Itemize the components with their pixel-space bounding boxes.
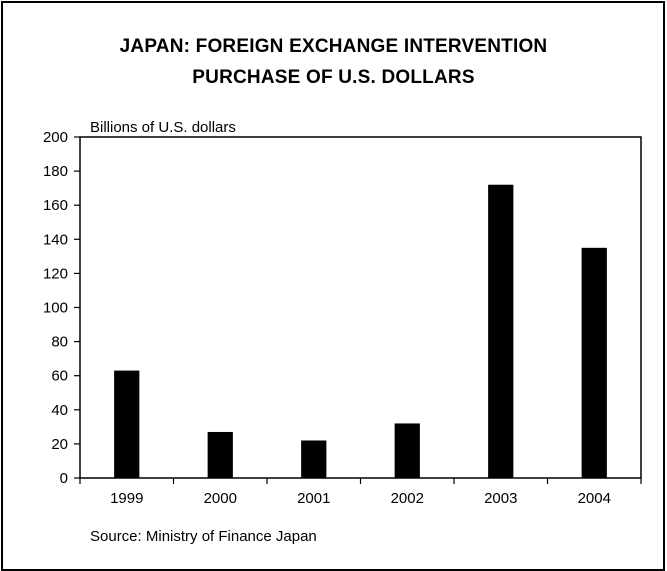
bar-2002: [394, 423, 420, 478]
y-tick-label: 180: [43, 163, 68, 180]
bar-chart: Billions of U.S. dollars 0 20 40 60 80 100 120…: [43, 119, 642, 507]
y-tick-label: 40: [51, 402, 68, 419]
chart-subtitle: PURCHASE OF U.S. DOLLARS: [192, 67, 475, 88]
bar-1999: [114, 370, 140, 478]
y-tick-label: 80: [51, 334, 68, 351]
y-tick-label: 200: [43, 129, 68, 146]
y-axis: 0 20 40 60 80 100 120 140 160 180 200: [43, 129, 80, 487]
x-tick-label: 2003: [484, 490, 517, 507]
bar-2004: [581, 247, 607, 478]
y-tick-label: 100: [43, 300, 68, 317]
y-tick-label: 120: [43, 265, 68, 282]
bar-2001: [301, 440, 327, 478]
x-tick-label: 2000: [204, 490, 237, 507]
x-axis: 1999 2000 2001 2002 2003 2004: [79, 478, 642, 507]
y-tick-label: 140: [43, 231, 68, 248]
plot-area: [79, 136, 642, 479]
x-tick-label: 2004: [578, 490, 611, 507]
source-note: Source: Ministry of Finance Japan: [90, 528, 317, 545]
x-tick-label: 2001: [297, 490, 330, 507]
x-tick-label: 2002: [391, 490, 424, 507]
y-axis-label: Billions of U.S. dollars: [90, 119, 236, 136]
x-tick-label: 1999: [110, 490, 143, 507]
y-tick-label: 0: [60, 470, 68, 487]
bar-2003: [488, 184, 514, 479]
y-tick-label: 60: [51, 368, 68, 385]
bars: [114, 184, 607, 479]
y-tick-label: 160: [43, 197, 68, 214]
chart-title: JAPAN: FOREIGN EXCHANGE INTERVENTION: [119, 36, 548, 57]
bar-2000: [207, 431, 233, 478]
y-tick-label: 20: [51, 436, 68, 453]
